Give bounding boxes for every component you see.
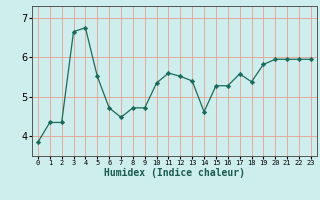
X-axis label: Humidex (Indice chaleur): Humidex (Indice chaleur) — [104, 168, 245, 178]
